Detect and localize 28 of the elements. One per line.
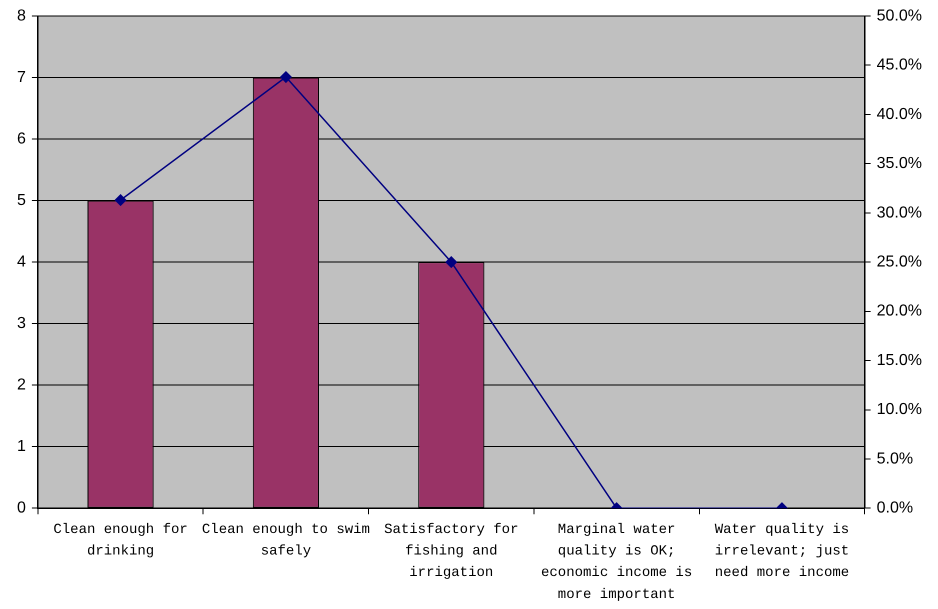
y2-tick-label: 30.0% — [876, 204, 922, 222]
y2-tick-label: 20.0% — [876, 302, 922, 320]
y-tick-label: 7 — [16, 68, 26, 86]
y2-tick-label: 5.0% — [876, 450, 914, 468]
x-tick-label: Marginal water quality is OK; economic income is more important — [540, 522, 692, 603]
x-tick-label: Water quality is irrelevant; just need more income — [714, 522, 850, 582]
y2-tick-label: 25.0% — [876, 254, 922, 271]
point — [446, 256, 458, 268]
y-tick-label: 4 — [16, 254, 26, 271]
point — [280, 71, 292, 83]
y2-tick-label: 45.0% — [876, 56, 922, 74]
x-tick-label: Clean enough for drinking — [53, 522, 188, 560]
y2-tick-label: 15.0% — [876, 352, 922, 369]
y-tick-label: 1 — [16, 438, 26, 456]
y-tick-label: 6 — [16, 130, 26, 148]
y-tick-label: 8 — [16, 7, 26, 24]
y-tick-label: 5 — [16, 192, 26, 209]
y2-tick-label: 35.0% — [876, 155, 922, 172]
point — [114, 194, 126, 206]
x-tick-label: Clean enough to swim safely — [202, 522, 370, 560]
y2-tick-label: 40.0% — [876, 106, 922, 123]
y-tick-label: 0 — [16, 500, 26, 517]
y2-tick-label: 50.0% — [876, 7, 922, 24]
x-tick-label: Satisfactory for fishing and irrigation — [384, 522, 518, 582]
y-tick-label: 3 — [16, 315, 26, 332]
y-tick-label: 2 — [16, 376, 26, 394]
y2-tick-label: 10.0% — [876, 401, 922, 418]
y2-tick-label: 0.0% — [876, 500, 914, 517]
